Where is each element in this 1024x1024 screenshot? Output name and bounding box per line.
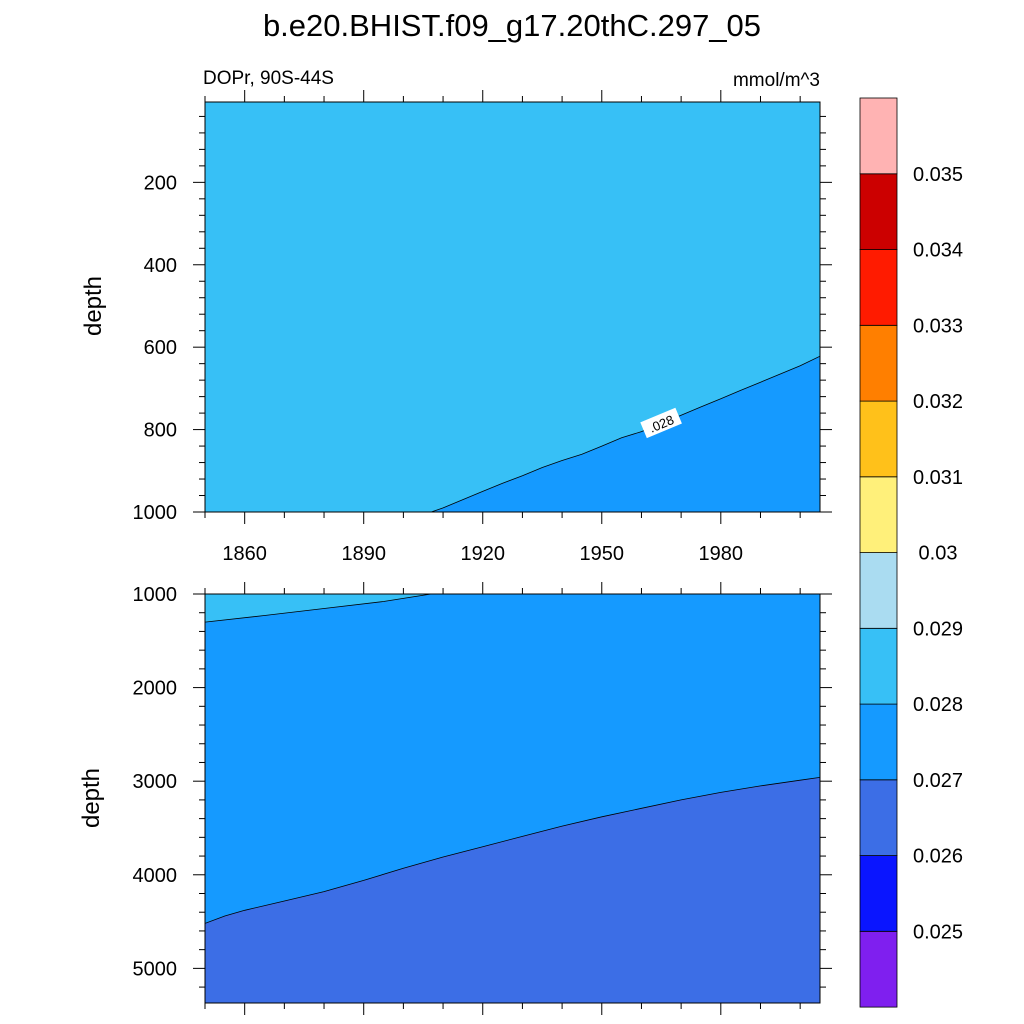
colorbar-label: 0.029 (913, 618, 963, 640)
colorbar-segment (859, 703, 898, 781)
y-tick-label: 1000 (133, 584, 178, 606)
colorbar-segment (859, 476, 898, 553)
y-tick-label: 2000 (133, 678, 178, 700)
colorbar-label: 0.03 (919, 543, 958, 565)
colorbar-segment (859, 855, 898, 932)
colorbar-segment (859, 779, 898, 856)
right-string: mmol/m^3 (733, 70, 820, 91)
colorbar-segment (859, 97, 898, 175)
lower-plot-frame (204, 593, 821, 1004)
colorbar-segment (859, 552, 898, 629)
y-tick-label: 600 (144, 337, 177, 359)
y-tick-label: 4000 (133, 865, 178, 887)
y-tick-label: 5000 (133, 958, 178, 980)
left-string: DOPr, 90S-44S (203, 68, 334, 89)
colorbar-label: 0.035 (913, 164, 963, 186)
colorbar-label: 0.025 (913, 921, 963, 943)
lower-region-0026-0027 (205, 777, 820, 1003)
y-tick-label: 1000 (133, 502, 178, 524)
colorbar-label: 0.027 (913, 770, 963, 792)
x-tick-label: 1980 (699, 543, 744, 565)
x-tick-label: 1890 (341, 543, 386, 565)
colorbar-label: 0.031 (913, 467, 963, 489)
colorbar-segment (859, 627, 898, 705)
x-tick-label: 1860 (222, 543, 267, 565)
colorbar-segment (859, 173, 898, 251)
y-tick-label: 3000 (133, 771, 178, 793)
lower-region-0028-0029 (205, 594, 432, 623)
lower-contour-line-0027 (205, 777, 820, 924)
colorbar-segment (859, 324, 898, 402)
colorbar-segment (859, 249, 898, 326)
upper-region-0027-0028 (431, 356, 820, 512)
colorbar-label: 0.026 (913, 846, 963, 868)
colorbar-label: 0.032 (913, 391, 963, 413)
upper-ylabel: depth (80, 276, 107, 336)
colorbar-label: 0.034 (913, 240, 963, 262)
y-tick-label: 800 (144, 420, 177, 442)
y-tick-label: 200 (144, 172, 177, 194)
colorbar-label: 0.033 (913, 315, 963, 337)
colorbar-segment (859, 930, 898, 1008)
upper-contour-line-0028 (431, 355, 820, 512)
lower-panel: 1000 2000 3000 4000 5000 (133, 582, 832, 1015)
x-tick-label: 1920 (460, 543, 505, 565)
colorbar-segment (859, 400, 898, 478)
x-tick-label: 1950 (580, 543, 625, 565)
upper-plot-frame (204, 101, 821, 513)
y-tick-label: 400 (144, 255, 177, 277)
lower-contour-line-0028 (205, 594, 432, 623)
chart-title: b.e20.BHIST.f09_g17.20thC.297_05 (263, 8, 761, 43)
colorbar: 0.025 0.026 0.027 0.028 0.029 0.03 0.031 0.032 0… (859, 97, 963, 1008)
lower-ylabel: depth (78, 768, 105, 828)
colorbar-label: 0.028 (913, 694, 963, 716)
